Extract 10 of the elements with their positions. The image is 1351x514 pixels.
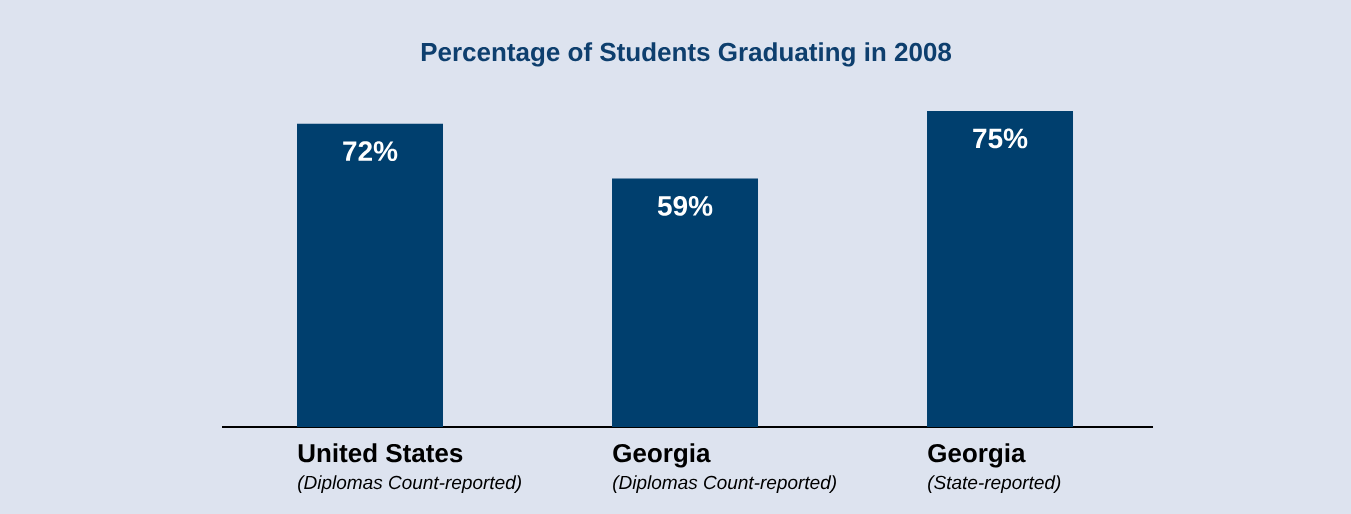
text: (Diplomas Count-reported) [613, 475, 836, 493]
data-label: 59% [657, 196, 713, 216]
data-label: 75% [973, 128, 1028, 149]
x-tick-label: United States [298, 443, 463, 463]
text: (State-reported) [928, 475, 1061, 493]
x-tick-label: Georgia [613, 443, 711, 468]
data-label: 72% [343, 141, 398, 161]
x-tick-label: Georgia [928, 443, 1026, 468]
chart-title: Percentage of Students Graduating in 2008 [421, 42, 952, 67]
text: (Diplomas Count-reported) [298, 475, 521, 493]
